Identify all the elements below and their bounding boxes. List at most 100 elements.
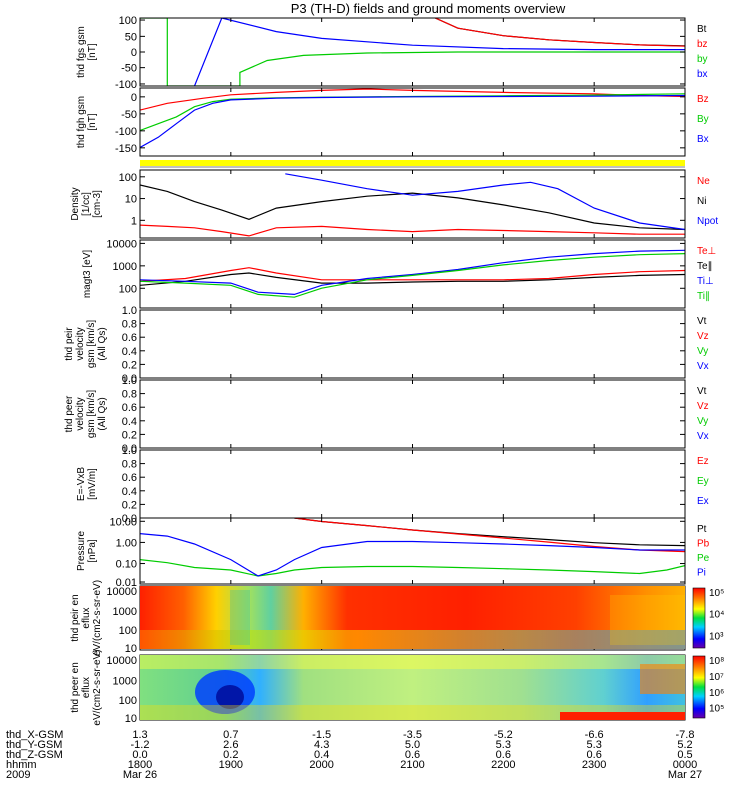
ytick-temperature-2: 100 [119,283,137,295]
ytick-density-0: 100 [119,172,137,184]
legend-fgs-1: bz [697,39,708,50]
ytick-fgs-3: -50 [121,63,137,75]
ytick-peer_velocity-3: 0.4 [122,416,137,428]
status-bar-gray [140,166,685,168]
ytick-temperature-0: 10000 [106,238,137,250]
ytick-fgs-2: 0 [131,47,137,59]
thd-z-gsm-row-value-5: 0.6 [587,749,602,761]
ytick-electron_eflux-2: 100 [119,695,137,707]
panel-efield: Ez Ey Ex 1.0 0.80.6 0.40.2 0.0 E=-VxB [mV/m] [76,445,709,525]
panel-peer_velocity: Vt Vz Vy Vx 1.0 0.80.6 0.40.2 0.0 thd peer veloci… [64,375,709,455]
ylabel-temperature-0: magt3 [eV] [82,250,93,299]
legend-pressure-0: Pt [697,524,707,535]
ylabel-ion_efllux-2: eV/(cm2-s-sr-eV) [92,580,103,656]
ytick-fgh-2: -100 [115,126,137,138]
date-end-label: Mar 27 [668,769,702,781]
legend-peer_velocity-3: Vx [697,431,709,442]
ytick-efield-2: 0.6 [122,472,137,484]
ytick-pressure-2: 0.10 [116,559,137,571]
ylabel-peer_velocity-2: gsm [km/s] [86,390,97,439]
thd-z-gsm-row-value-0: 0.0 [132,749,147,761]
figure-title: P3 (TH-D) fields and ground moments over… [291,1,566,16]
ytick-fgh-3: -150 [115,143,137,155]
series-fgs-0 [434,18,685,47]
panel-density: Ne Ni Npot 100 10 1 Density [1/cc] [cm-3] [70,169,718,239]
legend-fgh-0: Bz [697,94,709,105]
ion-colorbar-label-1: 10⁴ [709,610,724,621]
legend-temperature-0: Te⊥ [697,246,716,257]
ytick-temperature-1: 1000 [113,261,137,273]
ylabel-ion_efllux-1: eflux [81,607,92,628]
ytick-pressure-1: 1.00 [116,537,137,549]
hhmm-row-value-5: 2300 [582,759,606,771]
electron-colorbar-label-1: 10⁷ [709,672,724,683]
series-fgh-0 [140,88,685,111]
ytick-efield-1: 0.8 [122,459,137,471]
hhmm-row-label: hhmm [6,759,37,771]
legend-pressure-3: Pi [697,568,706,579]
legend-efield-2: Ex [697,496,709,507]
ylabel-peir_velocity-3: (All Qs) [97,327,108,360]
legend-temperature-2: Ti⊥ [697,276,714,287]
ylabel-peer_velocity-0: thd peer [64,395,75,432]
ytick-electron_eflux-1: 1000 [113,675,137,687]
ytick-ion_efllux-0: 10000 [106,586,137,598]
ytick-peer_velocity-4: 0.2 [122,429,137,441]
thd-z-gsm-row-value-2: 0.4 [314,749,329,761]
panel-frame-density [139,169,686,239]
ylabel-ion_efllux-0: thd peir en [70,594,81,641]
electron-colorbar-label-2: 10⁶ [709,688,724,699]
ylabel-fgs-1: [nT] [87,43,98,60]
series-temperature-2 [140,249,685,296]
hhmm-row-value-6: 0000 [673,759,697,771]
thd-x-gsm-row-value-0: 1.3 [132,729,147,741]
thd-z-gsm-row-value-3: 0.6 [405,749,420,761]
thd-y-gsm-row-value-0: -1.2 [131,739,150,751]
panel-frame-pressure [139,517,686,585]
legend-fgs-2: by [697,54,708,65]
series-fgs-1 [434,18,685,47]
thd-y-gsm-row-value-3: 5.0 [405,739,420,751]
ytick-peir_velocity-5: 0.0 [122,373,137,385]
legend-peer_velocity-1: Vz [697,401,709,412]
legend-peer_velocity-2: Vy [697,416,708,427]
legend-density-0: Ne [697,176,710,187]
ytick-ion_efllux-2: 100 [119,625,137,637]
ytick-efield-0: 1.0 [122,445,137,457]
ylabel-fgh-1: [nT] [87,113,98,130]
ytick-peir_velocity-2: 0.6 [122,332,137,344]
series-pressure-0 [294,518,685,547]
ytick-pressure-0: 10.00 [109,516,137,528]
series-temperature-3 [140,253,685,298]
series-density-2 [285,173,685,231]
series-temperature-0 [140,267,685,282]
legend-fgs-0: Bt [697,24,707,35]
electron-spectrogram [140,655,685,720]
ytick-peer_velocity-5: 0.0 [122,443,137,455]
thd-x-gsm-row-value-2: -1.5 [312,729,331,741]
ytick-peir_velocity-1: 0.8 [122,319,137,331]
thd-z-gsm-row-value-1: 0.2 [223,749,238,761]
thd-y-gsm-row-value-1: 2.6 [223,739,238,751]
thd-x-gsm-row-value-6: -7.8 [676,729,695,741]
panel-fgs: Bt bz by bx 100 50 0 -50 -100 thd fgs gsm [nT] [76,15,708,91]
ytick-peer_velocity-0: 1.0 [122,375,137,387]
status-bar-yellow [140,160,685,166]
thd-y-gsm-row-value-2: 4.3 [314,739,329,751]
series-fgh-2 [140,94,685,149]
hhmm-row-value-0: 1800 [128,759,152,771]
ylabel-electron_eflux-1: eflux [81,677,92,698]
series-pressure-1 [294,518,685,553]
ytick-density-1: 10 [125,194,137,206]
legend-fgh-2: Bx [697,134,709,145]
ylabel-pressure-1: [nPa] [87,539,98,563]
thd-x-gsm-row-value-1: 0.7 [223,729,238,741]
ion-colorbar [692,587,706,649]
ylabel-fgs-0: thd fgs gsm [76,26,87,78]
ylabel-peir_velocity-2: gsm [km/s] [86,320,97,369]
ytick-fgs-0: 100 [119,15,137,27]
ion-colorbar-label-2: 10³ [709,631,724,642]
thd-x-gsm-row-value-5: -6.6 [585,729,604,741]
panel-frame-peer_velocity [139,379,686,449]
